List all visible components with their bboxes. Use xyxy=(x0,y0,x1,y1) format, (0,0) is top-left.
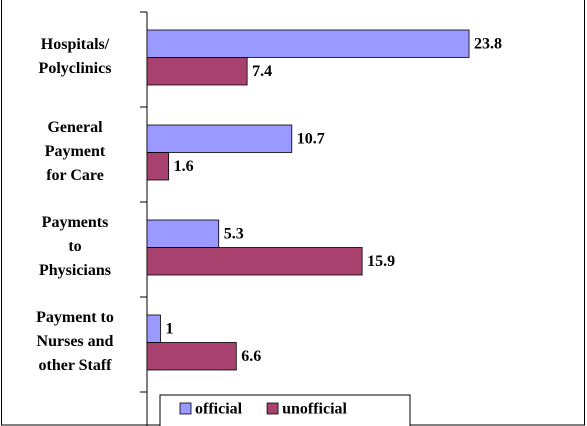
value-label: 5.3 xyxy=(224,225,244,242)
legend-label: official xyxy=(195,401,243,418)
legend-swatch xyxy=(266,402,279,415)
value-label: 7.4 xyxy=(252,63,272,80)
value-label: 23.8 xyxy=(474,35,502,52)
category-label: Payment xyxy=(45,143,106,160)
bar xyxy=(146,219,220,248)
value-label: 10.7 xyxy=(297,130,325,147)
category-label: Payment to xyxy=(36,309,114,326)
bar xyxy=(146,152,170,181)
bar xyxy=(146,342,237,371)
category-label: Nurses and xyxy=(37,333,114,350)
legend-swatch xyxy=(179,402,192,415)
category-label: Hospitals/ xyxy=(41,36,110,53)
value-label: 1.6 xyxy=(174,158,194,175)
category-label: other Staff xyxy=(38,357,112,374)
bar xyxy=(146,29,470,58)
category-label: for Care xyxy=(46,167,104,184)
category-label: Physicians xyxy=(39,262,111,279)
bar xyxy=(146,314,161,343)
legend-label: unofficial xyxy=(282,401,347,418)
bar xyxy=(146,124,293,153)
category-label: Payments xyxy=(42,214,109,231)
value-label: 1 xyxy=(166,320,174,337)
category-label: to xyxy=(68,238,81,255)
bar xyxy=(146,247,363,276)
bar xyxy=(146,57,248,86)
value-label: 15.9 xyxy=(367,253,395,270)
legend-box xyxy=(159,394,411,426)
category-label: General xyxy=(47,119,103,136)
value-label: 6.6 xyxy=(241,348,261,365)
category-label: Polyclinics xyxy=(39,60,112,77)
